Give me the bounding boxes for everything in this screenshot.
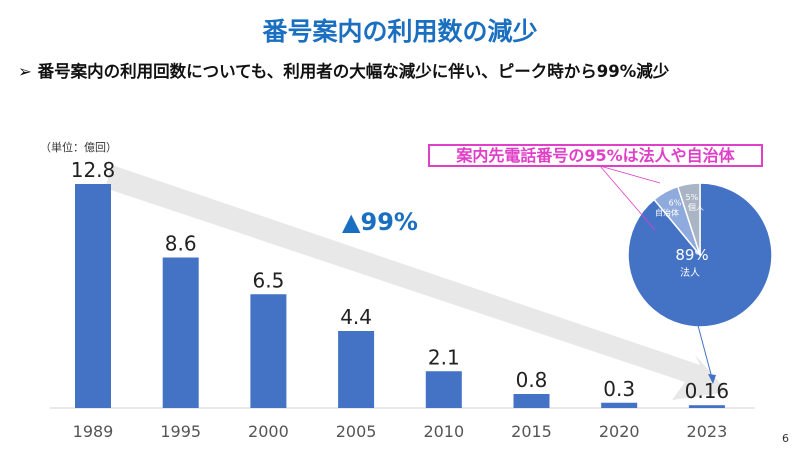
bar-2015 [513,394,550,408]
x-tick-label: 2020 [599,422,640,441]
bar-2005 [338,331,375,408]
pie-slice-2 [676,182,701,256]
pointer-arrow [695,317,713,379]
bar-value-label: 2.1 [428,345,460,369]
callout-line [599,165,661,184]
callout-line [599,165,656,231]
pie-percent-label: 6% [669,199,682,208]
pie-name-label: 法人 [680,266,700,279]
pie-percent-label: 89% [675,246,708,264]
x-tick-label: 1995 [160,422,201,441]
unit-label: （単位：億回） [40,141,117,154]
bar-1995 [162,257,199,408]
bar-value-label: 0.8 [516,368,548,392]
x-tick-label: 2005 [336,422,377,441]
bar-2020 [601,402,638,408]
bar-value-label: 0.3 [603,377,635,401]
bar-value-label: 8.6 [165,232,197,256]
bar-2023 [688,405,725,408]
x-tick-label: 2000 [248,422,289,441]
subtitle-bullet: ➢ 番号案内の利用回数についても、利用者の大幅な減少に伴い、ピーク時から99%減… [18,62,670,81]
x-tick-label: 1989 [73,422,114,441]
bar-value-label: 0.16 [685,379,730,403]
bar-2000 [250,294,287,408]
pointer-arrowhead [708,374,716,384]
bar-value-label: 6.5 [252,268,284,292]
bar-2010 [425,371,462,408]
reduction-label: ▲99% [342,208,418,236]
pie-name-label: 自治体 [655,208,679,218]
trend-arrow [105,165,728,400]
page-title: 番号案内の利用数の減少 [262,17,538,46]
callout-box: 案内先電話番号の95%は法人や自治体 [428,144,763,167]
page-number: 6 [782,432,789,445]
bar-value-label: 4.4 [340,305,372,329]
x-tick-label: 2023 [687,422,728,441]
pie-chart: 89% 法人 6%自治体 5%個人 [627,182,773,328]
pie-name-label: 個人 [688,202,704,212]
bar-1989 [75,184,111,408]
x-tick-label: 2015 [511,422,552,441]
bar-value-label: 12.8 [71,158,116,182]
pie-percent-label: 5% [686,193,699,202]
x-tick-label: 2010 [423,422,464,441]
